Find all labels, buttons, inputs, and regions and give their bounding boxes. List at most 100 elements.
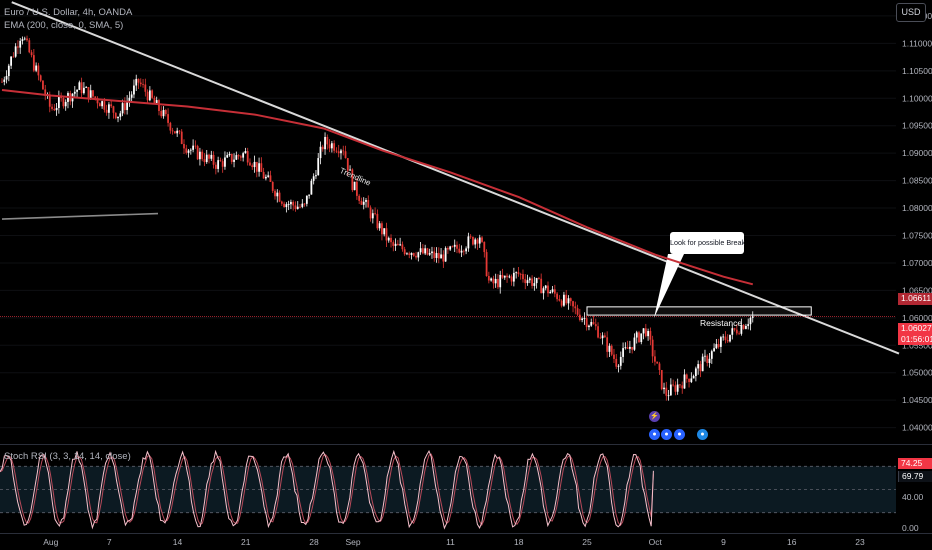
candle-body [540, 278, 543, 294]
time-tick: 16 [787, 537, 797, 547]
candle-body [487, 276, 490, 281]
candle-body [144, 84, 147, 92]
candle-body [187, 150, 190, 153]
drawings [0, 1, 900, 355]
candle-body [385, 228, 388, 241]
candle-body [155, 100, 158, 103]
candle-body [35, 65, 38, 71]
candle-body [30, 52, 33, 56]
candle-body [601, 335, 604, 339]
candle-body [720, 337, 722, 347]
candle-body [497, 278, 499, 288]
candle-body [148, 90, 151, 101]
candle-body [651, 339, 654, 357]
candle-body [658, 363, 661, 371]
candle-body [674, 385, 677, 392]
candle-body [246, 151, 249, 163]
candle-body [203, 159, 206, 163]
candle-body [280, 201, 283, 204]
stoch-legend[interactable]: Stoch RSI (3, 3, 14, 14, close) [4, 451, 131, 462]
candle-body [710, 351, 713, 359]
candle-body [685, 374, 688, 379]
candle-body [644, 328, 647, 337]
candle-body [12, 56, 15, 58]
candle-body [360, 200, 363, 205]
candle-body [506, 275, 508, 278]
candle-body [606, 337, 609, 352]
candle-body [403, 249, 406, 255]
candle-body [622, 348, 624, 357]
candle-body [374, 213, 376, 215]
candle-body [526, 280, 529, 284]
candle-body [376, 213, 379, 229]
candle-body [629, 346, 631, 349]
candle-body [312, 176, 315, 181]
candle-body [105, 109, 108, 113]
candle-body [742, 325, 745, 329]
time-tick: Sep [345, 537, 360, 547]
time-tick: 21 [241, 537, 251, 547]
currency-button[interactable]: USD [896, 3, 926, 22]
stoch-d-line [0, 453, 654, 527]
lightning-icon[interactable]: ⚡ [649, 411, 660, 422]
last-price-value: 1.06027 [901, 323, 932, 333]
eu-flag-icon[interactable]: ● [661, 429, 672, 440]
candle-body [294, 205, 297, 209]
bar-countdown: 01:56:01 [901, 334, 932, 344]
candle-body [180, 131, 183, 144]
candle-body [230, 153, 233, 162]
chart-title: Euro / U.S. Dollar, 4h, OANDA [4, 7, 133, 18]
candle-body [28, 40, 31, 53]
candle-body [14, 46, 17, 57]
candle-body [701, 356, 704, 372]
candle-body [299, 206, 301, 208]
us-flag-icon[interactable]: ● [649, 429, 660, 440]
us-flag-icon[interactable]: ● [674, 429, 685, 440]
time-tick: 7 [107, 537, 112, 547]
candle-body [358, 195, 361, 201]
candle-body [492, 278, 495, 284]
candle-body [1, 81, 3, 83]
candle-body [255, 161, 258, 172]
candle-body [676, 384, 679, 392]
candle-body [185, 148, 188, 153]
ema-legend[interactable]: EMA (200, close, 0, SMA, 5) [4, 20, 124, 31]
candle-body [635, 332, 638, 338]
candle-body [599, 337, 602, 339]
price-tick: 1.06500 [902, 285, 932, 295]
candle-body [344, 151, 347, 159]
candle-body [433, 251, 436, 258]
candle-body [528, 278, 531, 281]
candle-body [713, 348, 715, 352]
candle-body [421, 248, 424, 254]
candle-body [276, 192, 279, 197]
candle-body [535, 278, 538, 284]
candle-body [194, 145, 197, 147]
candle-body [210, 154, 213, 159]
candle-body [654, 356, 656, 362]
candle-body [435, 253, 438, 258]
grid [0, 15, 896, 429]
price-tick: 1.08500 [902, 176, 932, 186]
candle-body [296, 206, 299, 209]
candle-body [92, 90, 94, 97]
candle-body [542, 288, 545, 294]
candle-body [512, 272, 515, 282]
price-tick: 1.10000 [902, 93, 932, 103]
candle-body [717, 344, 720, 347]
candle-body [387, 237, 390, 241]
candle-body [565, 294, 568, 304]
candle-body [524, 279, 527, 284]
globe-icon[interactable]: ● [697, 429, 708, 440]
candle-body [162, 110, 165, 117]
candles [1, 35, 754, 401]
candle-body [199, 151, 201, 160]
time-tick: 11 [446, 537, 455, 547]
candle-body [160, 110, 163, 117]
break-callout[interactable]: Look for possible Break [670, 232, 745, 254]
time-tick: 18 [514, 537, 524, 547]
candle-body [167, 114, 169, 123]
candle-body [749, 317, 752, 325]
candle-body [665, 387, 668, 396]
